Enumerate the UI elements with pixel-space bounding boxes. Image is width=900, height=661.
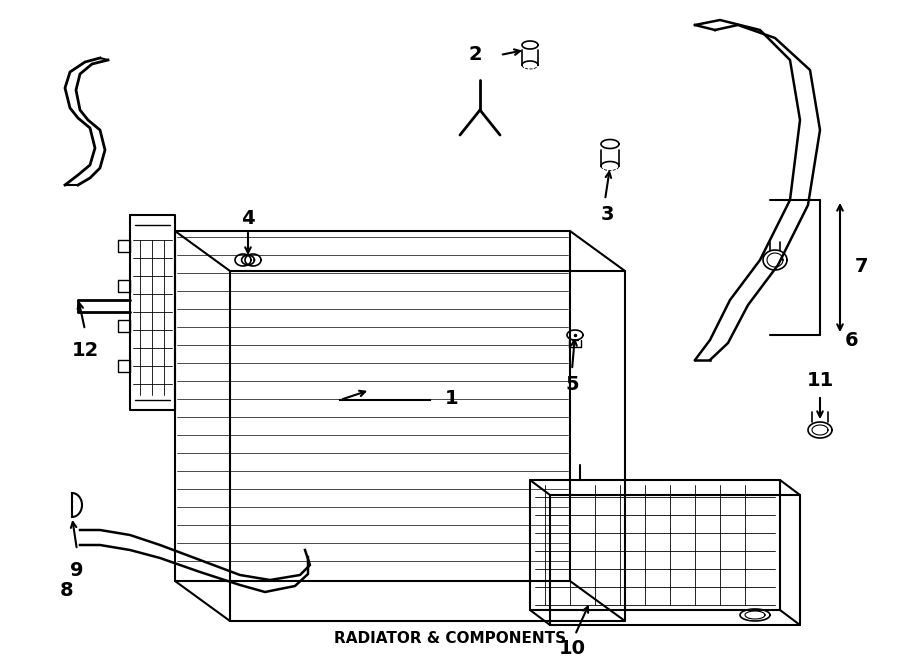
Text: 9: 9 xyxy=(70,561,84,580)
Text: 5: 5 xyxy=(565,375,579,395)
Text: RADIATOR & COMPONENTS: RADIATOR & COMPONENTS xyxy=(334,631,566,646)
Text: 4: 4 xyxy=(241,208,255,227)
Text: 3: 3 xyxy=(600,206,614,225)
Text: 2: 2 xyxy=(468,46,482,65)
Text: 6: 6 xyxy=(845,330,859,350)
Text: 8: 8 xyxy=(60,580,74,600)
Text: 10: 10 xyxy=(559,639,586,658)
Text: 11: 11 xyxy=(806,371,833,389)
Text: 12: 12 xyxy=(71,340,99,360)
Text: 1: 1 xyxy=(445,389,459,407)
Text: 7: 7 xyxy=(855,258,868,276)
